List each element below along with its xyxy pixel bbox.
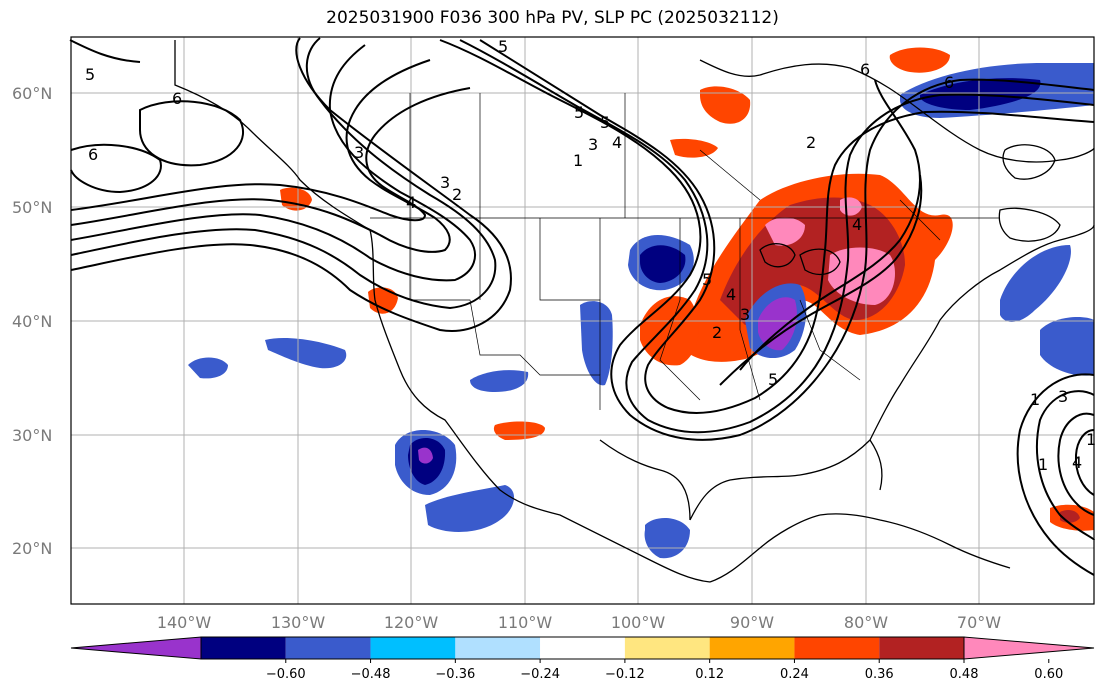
colorbar-outline bbox=[200, 636, 965, 660]
contour-label: 3 bbox=[740, 305, 750, 324]
lon-label: 80°W bbox=[844, 613, 888, 632]
latitude-labels: 60°N 50°N 40°N 30°N 20°N bbox=[12, 84, 52, 558]
contour-label: 1 bbox=[573, 151, 583, 170]
pv-shading bbox=[188, 47, 1094, 559]
lon-label: 70°W bbox=[957, 613, 1001, 632]
colorbar-segment bbox=[709, 637, 795, 659]
gridlines bbox=[71, 37, 1094, 604]
colorbar-segment bbox=[879, 637, 964, 659]
contour-label: 3 bbox=[440, 173, 450, 192]
colorbar-segment bbox=[285, 637, 371, 659]
lat-label: 30°N bbox=[12, 426, 52, 445]
colorbar-segment bbox=[455, 637, 541, 659]
lon-label: 100°W bbox=[611, 613, 666, 632]
contour-label: 3 bbox=[354, 143, 364, 162]
longitude-labels: 140°W 130°W 120°W 110°W 100°W 90°W 80°W … bbox=[157, 613, 1001, 632]
coastlines bbox=[174, 40, 1095, 583]
lat-label: 50°N bbox=[12, 198, 52, 217]
colorbar-tick-label: −0.24 bbox=[520, 667, 560, 682]
contour-label: 4 bbox=[852, 215, 862, 234]
slp-contours bbox=[69, 37, 1095, 576]
colorbar-segment bbox=[201, 637, 286, 659]
contour-label: 1 bbox=[1038, 455, 1048, 474]
colorbar-tick-label: 0.24 bbox=[780, 667, 809, 682]
lon-label: 130°W bbox=[271, 613, 326, 632]
colorbar-tick-label: 0.36 bbox=[865, 667, 894, 682]
colorbar-tick-label: 0.60 bbox=[1034, 667, 1063, 682]
contour-label: 6 bbox=[860, 60, 870, 79]
colorbar-segment bbox=[370, 637, 456, 659]
lon-label: 140°W bbox=[157, 613, 212, 632]
map-panel: 5 6 5 6 6 5 5 4 3 2 1 3 2 4 4 3 2 1 5 6 … bbox=[69, 36, 1096, 605]
contour-label: 3 bbox=[1058, 387, 1068, 406]
contour-label: 5 bbox=[85, 65, 95, 84]
contour-label: 3 bbox=[588, 135, 598, 154]
contour-label: 4 bbox=[726, 285, 736, 304]
colorbar-tick-label: −0.48 bbox=[351, 667, 391, 682]
contour-label-group: 5 6 5 6 6 5 5 4 3 2 1 3 2 4 4 3 2 1 5 6 … bbox=[85, 37, 1096, 474]
contour-label: 2 bbox=[806, 133, 816, 152]
contour-label: 6 bbox=[88, 145, 98, 164]
lon-label: 90°W bbox=[730, 613, 774, 632]
map-title: 2025031900 F036 300 hPa PV, SLP PC (2025… bbox=[326, 8, 779, 28]
colorbar-tick-label: −0.12 bbox=[605, 667, 645, 682]
contour-label: 2 bbox=[712, 323, 722, 342]
contour-label: 4 bbox=[1072, 453, 1082, 472]
lon-label: 120°W bbox=[384, 613, 439, 632]
contour-label: 4 bbox=[612, 133, 622, 152]
colorbar-tick-label: −0.36 bbox=[435, 667, 475, 682]
colorbar-extend-low bbox=[70, 636, 202, 660]
contour-label: 1 bbox=[1086, 430, 1096, 449]
contour-label: 5 bbox=[702, 270, 712, 289]
contour-label: 2 bbox=[452, 185, 462, 204]
colorbar-tick-label: −0.60 bbox=[266, 667, 306, 682]
lat-label: 60°N bbox=[12, 84, 52, 103]
colorbar-extend-high bbox=[963, 636, 1095, 660]
colorbar-segment bbox=[794, 637, 880, 659]
contour-label: 6 bbox=[172, 89, 182, 108]
contour-label: 5 bbox=[768, 370, 778, 389]
lon-label: 110°W bbox=[498, 613, 553, 632]
colorbar-tick-label: 0.48 bbox=[950, 667, 979, 682]
contour-label: 4 bbox=[406, 193, 416, 212]
colorbar-tick-label: 0.12 bbox=[695, 667, 724, 682]
contour-label: 6 bbox=[944, 73, 954, 92]
contour-label: 5 bbox=[574, 103, 584, 122]
lat-label: 40°N bbox=[12, 312, 52, 331]
borders bbox=[370, 93, 1000, 410]
colorbar: −0.60 −0.48 −0.36 −0.24 −0.12 0.12 0.24 0.36 0.4… bbox=[70, 636, 1095, 682]
colorbar-segment bbox=[624, 637, 710, 659]
contour-label: 1 bbox=[1030, 390, 1040, 409]
colorbar-segment bbox=[540, 637, 625, 659]
lat-label: 20°N bbox=[12, 539, 52, 558]
contour-label: 5 bbox=[498, 37, 508, 56]
contour-label: 5 bbox=[600, 113, 610, 132]
